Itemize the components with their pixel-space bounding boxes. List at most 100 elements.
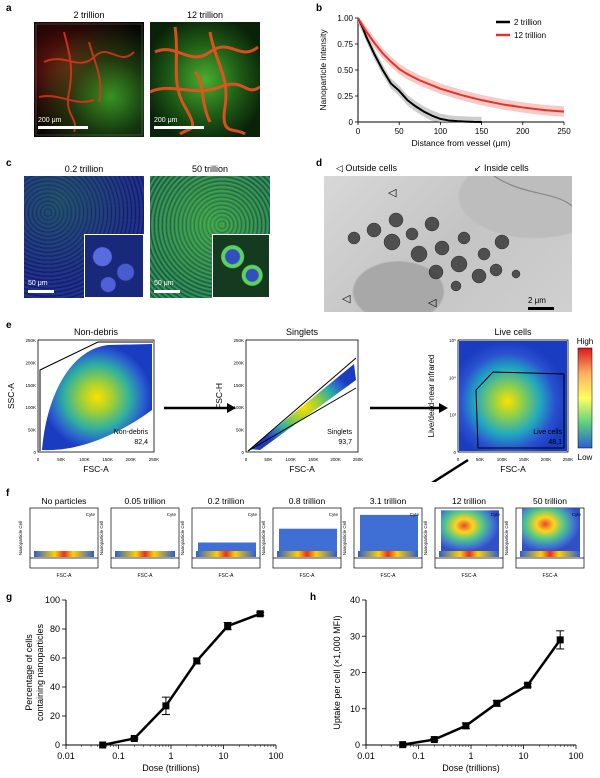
panel-d-inside-label: ↙ Inside cells — [474, 163, 529, 174]
panel-label-h: h — [310, 592, 317, 603]
chart-b-ylabel: Nanoparticle intensity — [318, 29, 328, 111]
flow-small-band — [115, 551, 175, 557]
flow-small-ylabel: Nanoparticle Cell — [18, 521, 23, 555]
flow-small-gate-label: Cyte — [86, 512, 96, 517]
flow-plot-xlabel: FSC-A — [83, 464, 109, 474]
panel-label-a: a — [6, 3, 12, 14]
flow-small-xlabel: FSC-A — [138, 573, 154, 579]
panel-d-outside-text: Outside cells — [345, 163, 397, 173]
x-tick-label: 100 — [568, 751, 583, 761]
chart-h-series-line — [402, 639, 562, 746]
panel-c-right-scale-label: 50 μm — [154, 280, 174, 287]
panel-c-left-image: 50 μm — [24, 176, 144, 298]
y-tick-label: 0.50 — [337, 66, 353, 75]
legend-label-2-trillion: 2 trillion — [514, 18, 542, 27]
series-line-12-trillion — [357, 17, 565, 113]
series-band-2-trillion — [358, 18, 482, 122]
flow-small-frame — [191, 507, 261, 569]
hollow-arrow-icon: ◁ — [342, 293, 351, 305]
flow-small-band — [520, 551, 580, 557]
flow-y-tick-label: 50K — [236, 428, 244, 433]
data-point — [99, 741, 107, 749]
chart-g-ylabel-line2: containing nanoparticles — [35, 623, 45, 721]
flow-small-band — [358, 551, 418, 557]
legend-label-12-trillion: 12 trillion — [514, 31, 546, 40]
hollow-arrow-icon: ◁ — [388, 187, 397, 199]
y-tick-label: 0.25 — [337, 92, 353, 101]
flow-small-gate-label: Cyte — [248, 512, 258, 517]
flow-y-tick-label: 50K — [28, 428, 36, 433]
flow-small-xlabel: FSC-A — [462, 573, 478, 579]
flow-x-tick-label: 250K — [149, 457, 160, 462]
panel-label-g: g — [6, 592, 13, 603]
flow-y-tick-label: 150K — [25, 383, 36, 388]
flow-y-tick-label: 250K — [233, 338, 244, 343]
flow-x-tick-label: 200K — [541, 457, 552, 462]
panel-label-f: f — [6, 488, 10, 499]
flow-gate-name: Live cells — [533, 429, 562, 436]
chart-g: 0.01 0.1 1 10 100 0 20 40 60 80 100 Dose (trillions… — [24, 595, 284, 773]
data-point — [556, 636, 564, 644]
flow-small-gate-label: Cyte — [572, 512, 582, 517]
series-line-2-trillion — [357, 17, 482, 123]
flow-plot-title: Singlets — [286, 327, 319, 337]
arrow-icon: ↙ — [474, 163, 485, 173]
flow-plot-xlabel: FSC-A — [289, 464, 315, 474]
flow-x-tick-label: 150K — [308, 457, 319, 462]
data-point — [430, 736, 438, 744]
x-tick-label: 10 — [218, 751, 228, 761]
flow-x-tick-label: 0 — [245, 457, 248, 462]
chart-g-ylabel-line1: Percentage of cells — [24, 634, 34, 711]
panel-a-left-scale-label: 200 μm — [38, 117, 62, 124]
panel-a-right-vessels — [150, 26, 260, 136]
y-tick-label: 0 — [349, 118, 354, 127]
flow-gate-value: 93,7 — [338, 439, 352, 446]
data-point — [162, 702, 170, 710]
flow-x-tick-label: 250K — [353, 457, 364, 462]
panel-a-left-image: 200 μm — [34, 22, 144, 137]
panel-c-right-image: 50 μm — [150, 176, 270, 298]
flow-gate — [475, 371, 565, 449]
data-point — [224, 622, 232, 630]
flow-x-tick-label: 50K — [264, 457, 272, 462]
x-tick-label: 1 — [468, 751, 473, 761]
flow-y-tick-label: 0 — [241, 450, 244, 455]
y-tick-label: 0.75 — [337, 40, 353, 49]
flow-small-cloud — [198, 542, 256, 554]
y-tick-label: 0 — [55, 740, 60, 750]
data-point — [256, 610, 264, 618]
y-tick-label: 20 — [50, 711, 60, 721]
panel-d-em-image: ◁ ◁ ◁ 2 μm — [324, 176, 572, 312]
dose-title-0-8-trillion: 0.8 trillion — [289, 496, 326, 506]
panel-label-b: b — [316, 3, 323, 14]
data-point — [193, 657, 201, 665]
flow-small-ylabel: Nanoparticle Cell — [423, 521, 428, 555]
chart-b: 2 trillion 12 trillion 0 50 100 150 200 250 0 0… — [318, 14, 571, 148]
dose-title-12-trillion: 12 trillion — [452, 496, 486, 506]
panel-f-flow-plots: No particles Cyte FSC-A Nanoparticle Cell 0.… — [18, 496, 585, 579]
chart-h-xlabel: Dose (trillions) — [442, 763, 500, 773]
flow-plot-xlabel: FSC-A — [500, 464, 526, 474]
y-tick-label: 0 — [355, 740, 360, 750]
flow-y-tick-label: 150K — [233, 383, 244, 388]
x-tick-label: 0.1 — [412, 751, 425, 761]
flow-x-tick-label: 150K — [102, 457, 113, 462]
panel-a-right-scale-label: 200 μm — [154, 117, 178, 124]
data-point — [524, 681, 532, 689]
data-point — [462, 722, 470, 730]
arrow-head-icon — [439, 403, 448, 413]
panel-label-c: c — [6, 158, 12, 169]
panel-a-right-scalebar — [154, 126, 204, 129]
flow-x-tick-label: 250K — [563, 457, 574, 462]
panel-label-e: e — [6, 320, 12, 331]
flow-x-tick-label: 0 — [457, 457, 460, 462]
dose-title-0-2-trillion: 0.2 trillion — [208, 496, 245, 506]
flow-small-ylabel: Nanoparticle Cell — [180, 521, 185, 555]
panel-d-inside-text: Inside cells — [484, 163, 529, 173]
flow-small-ylabel: Nanoparticle Cell — [261, 521, 266, 555]
flow-small-cloud — [522, 508, 580, 554]
x-tick-label: 0 — [356, 127, 361, 136]
data-point — [493, 699, 501, 707]
flow-x-tick-label: 100K — [79, 457, 90, 462]
panel-c-right-caption: 50 trillion — [191, 164, 229, 174]
